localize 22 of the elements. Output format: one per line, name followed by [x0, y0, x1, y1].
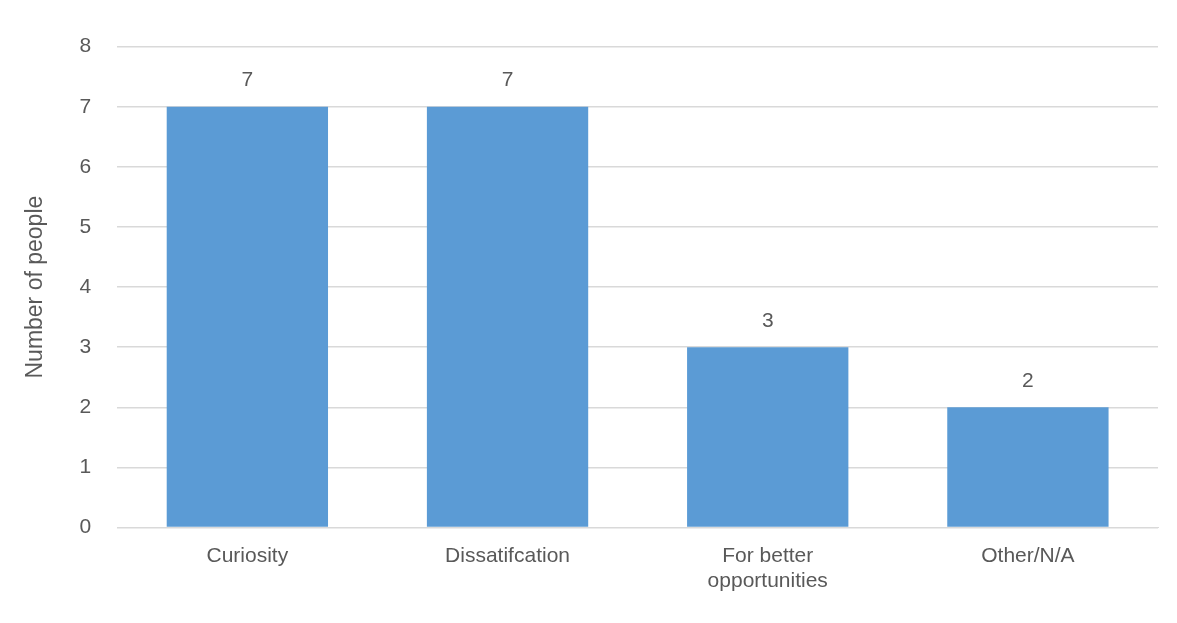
y-tick-label: 4 — [79, 273, 92, 297]
x-tick-label: Dissatifcation — [445, 543, 570, 566]
y-tick-label: 2 — [79, 394, 92, 418]
data-label: 7 — [501, 67, 514, 91]
bar — [687, 347, 849, 527]
x-tick-label: For better opportunities — [707, 543, 828, 592]
bar — [426, 106, 589, 527]
data-label: 2 — [1022, 367, 1034, 391]
y-tick-label: 3 — [79, 334, 92, 358]
bar — [947, 407, 1109, 527]
y-tick-label: 8 — [79, 33, 92, 57]
data-label: 7 — [241, 67, 254, 91]
y-axis-title: Number of people — [21, 195, 48, 379]
y-tick-label: 7 — [79, 93, 92, 117]
data-label: 3 — [761, 307, 774, 331]
x-tick-label: Other/N/A — [981, 543, 1075, 566]
y-tick-label: 5 — [79, 213, 92, 237]
y-tick-label: 1 — [79, 454, 92, 478]
bar — [166, 106, 329, 527]
y-tick-label: 0 — [79, 514, 92, 538]
x-tick-label: Curiosity — [206, 543, 289, 566]
y-tick-label: 6 — [79, 153, 92, 177]
